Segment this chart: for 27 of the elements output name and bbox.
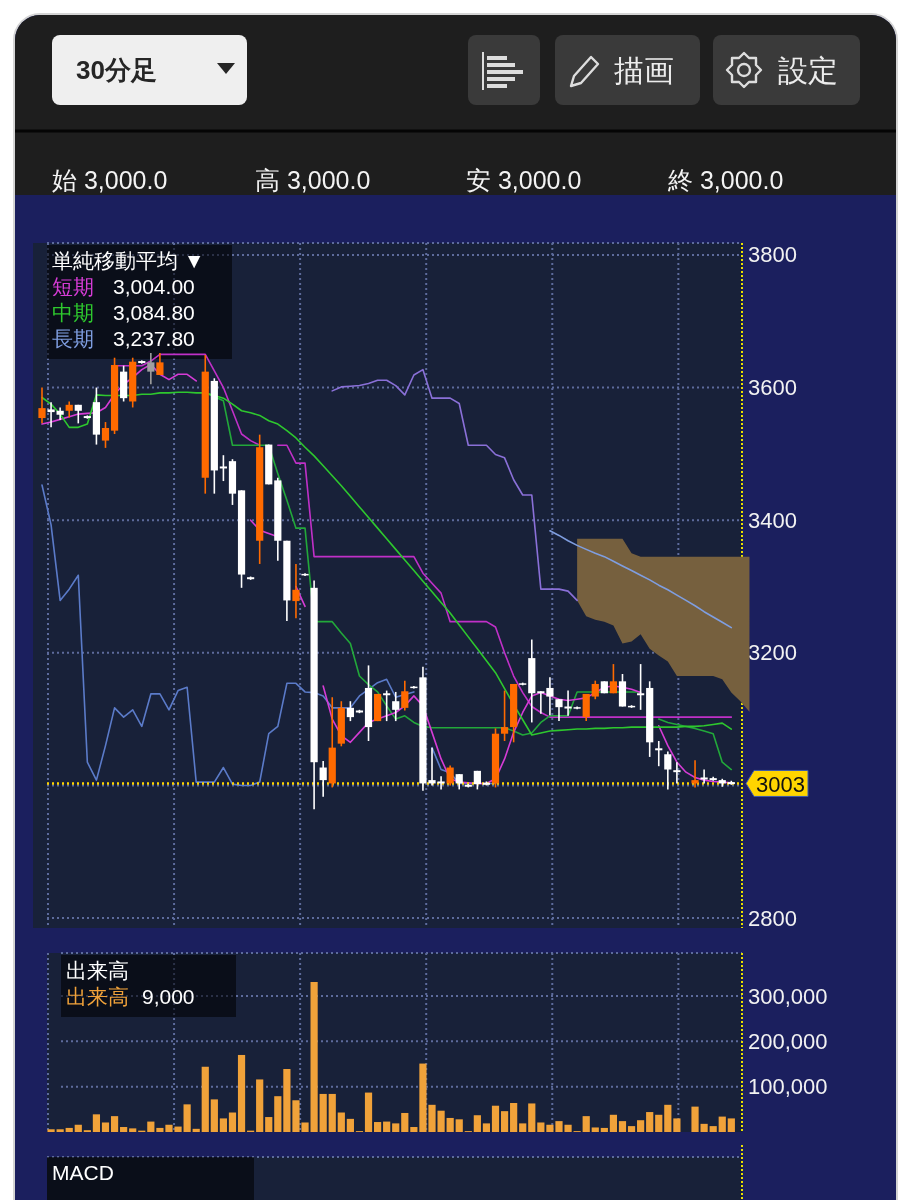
annotation: 3,004.00 — [113, 274, 195, 298]
text: 出来高 — [66, 984, 129, 1008]
text: 安 3,000.0 — [466, 166, 582, 194]
y-tick-label: 3800 — [748, 242, 797, 268]
text: 長期 — [52, 326, 94, 350]
annotation: 3,084.80 — [113, 300, 195, 324]
chart-title: 出来高 — [66, 958, 129, 982]
text: 終 3,000.0 — [667, 166, 784, 194]
legend-title: 単純移動平均 ▼ — [52, 248, 205, 272]
y-tick-label: 200,000 — [748, 1028, 828, 1054]
text: 中期 — [52, 300, 94, 324]
text: MACD — [52, 1160, 114, 1184]
y-tick-label: 3600 — [748, 375, 797, 401]
annotation: 3,237.80 — [113, 326, 195, 350]
y-tick-label: 3400 — [748, 507, 797, 533]
text: 短期 — [52, 274, 94, 298]
text: 始 3,000.0 — [52, 166, 168, 194]
y-tick-label: 3200 — [748, 640, 797, 666]
text: 描画 — [614, 53, 674, 87]
text: 30分足 — [76, 55, 157, 85]
text: 設定 — [778, 53, 838, 87]
annotation: 9,000 — [142, 984, 195, 1008]
y-tick-label: 2800 — [748, 905, 797, 931]
y-tick-label: 300,000 — [748, 983, 828, 1009]
ref-line-label: 3003 — [756, 771, 805, 797]
y-tick-label: 100,000 — [748, 1074, 828, 1100]
text: 高 3,000.0 — [255, 166, 371, 194]
